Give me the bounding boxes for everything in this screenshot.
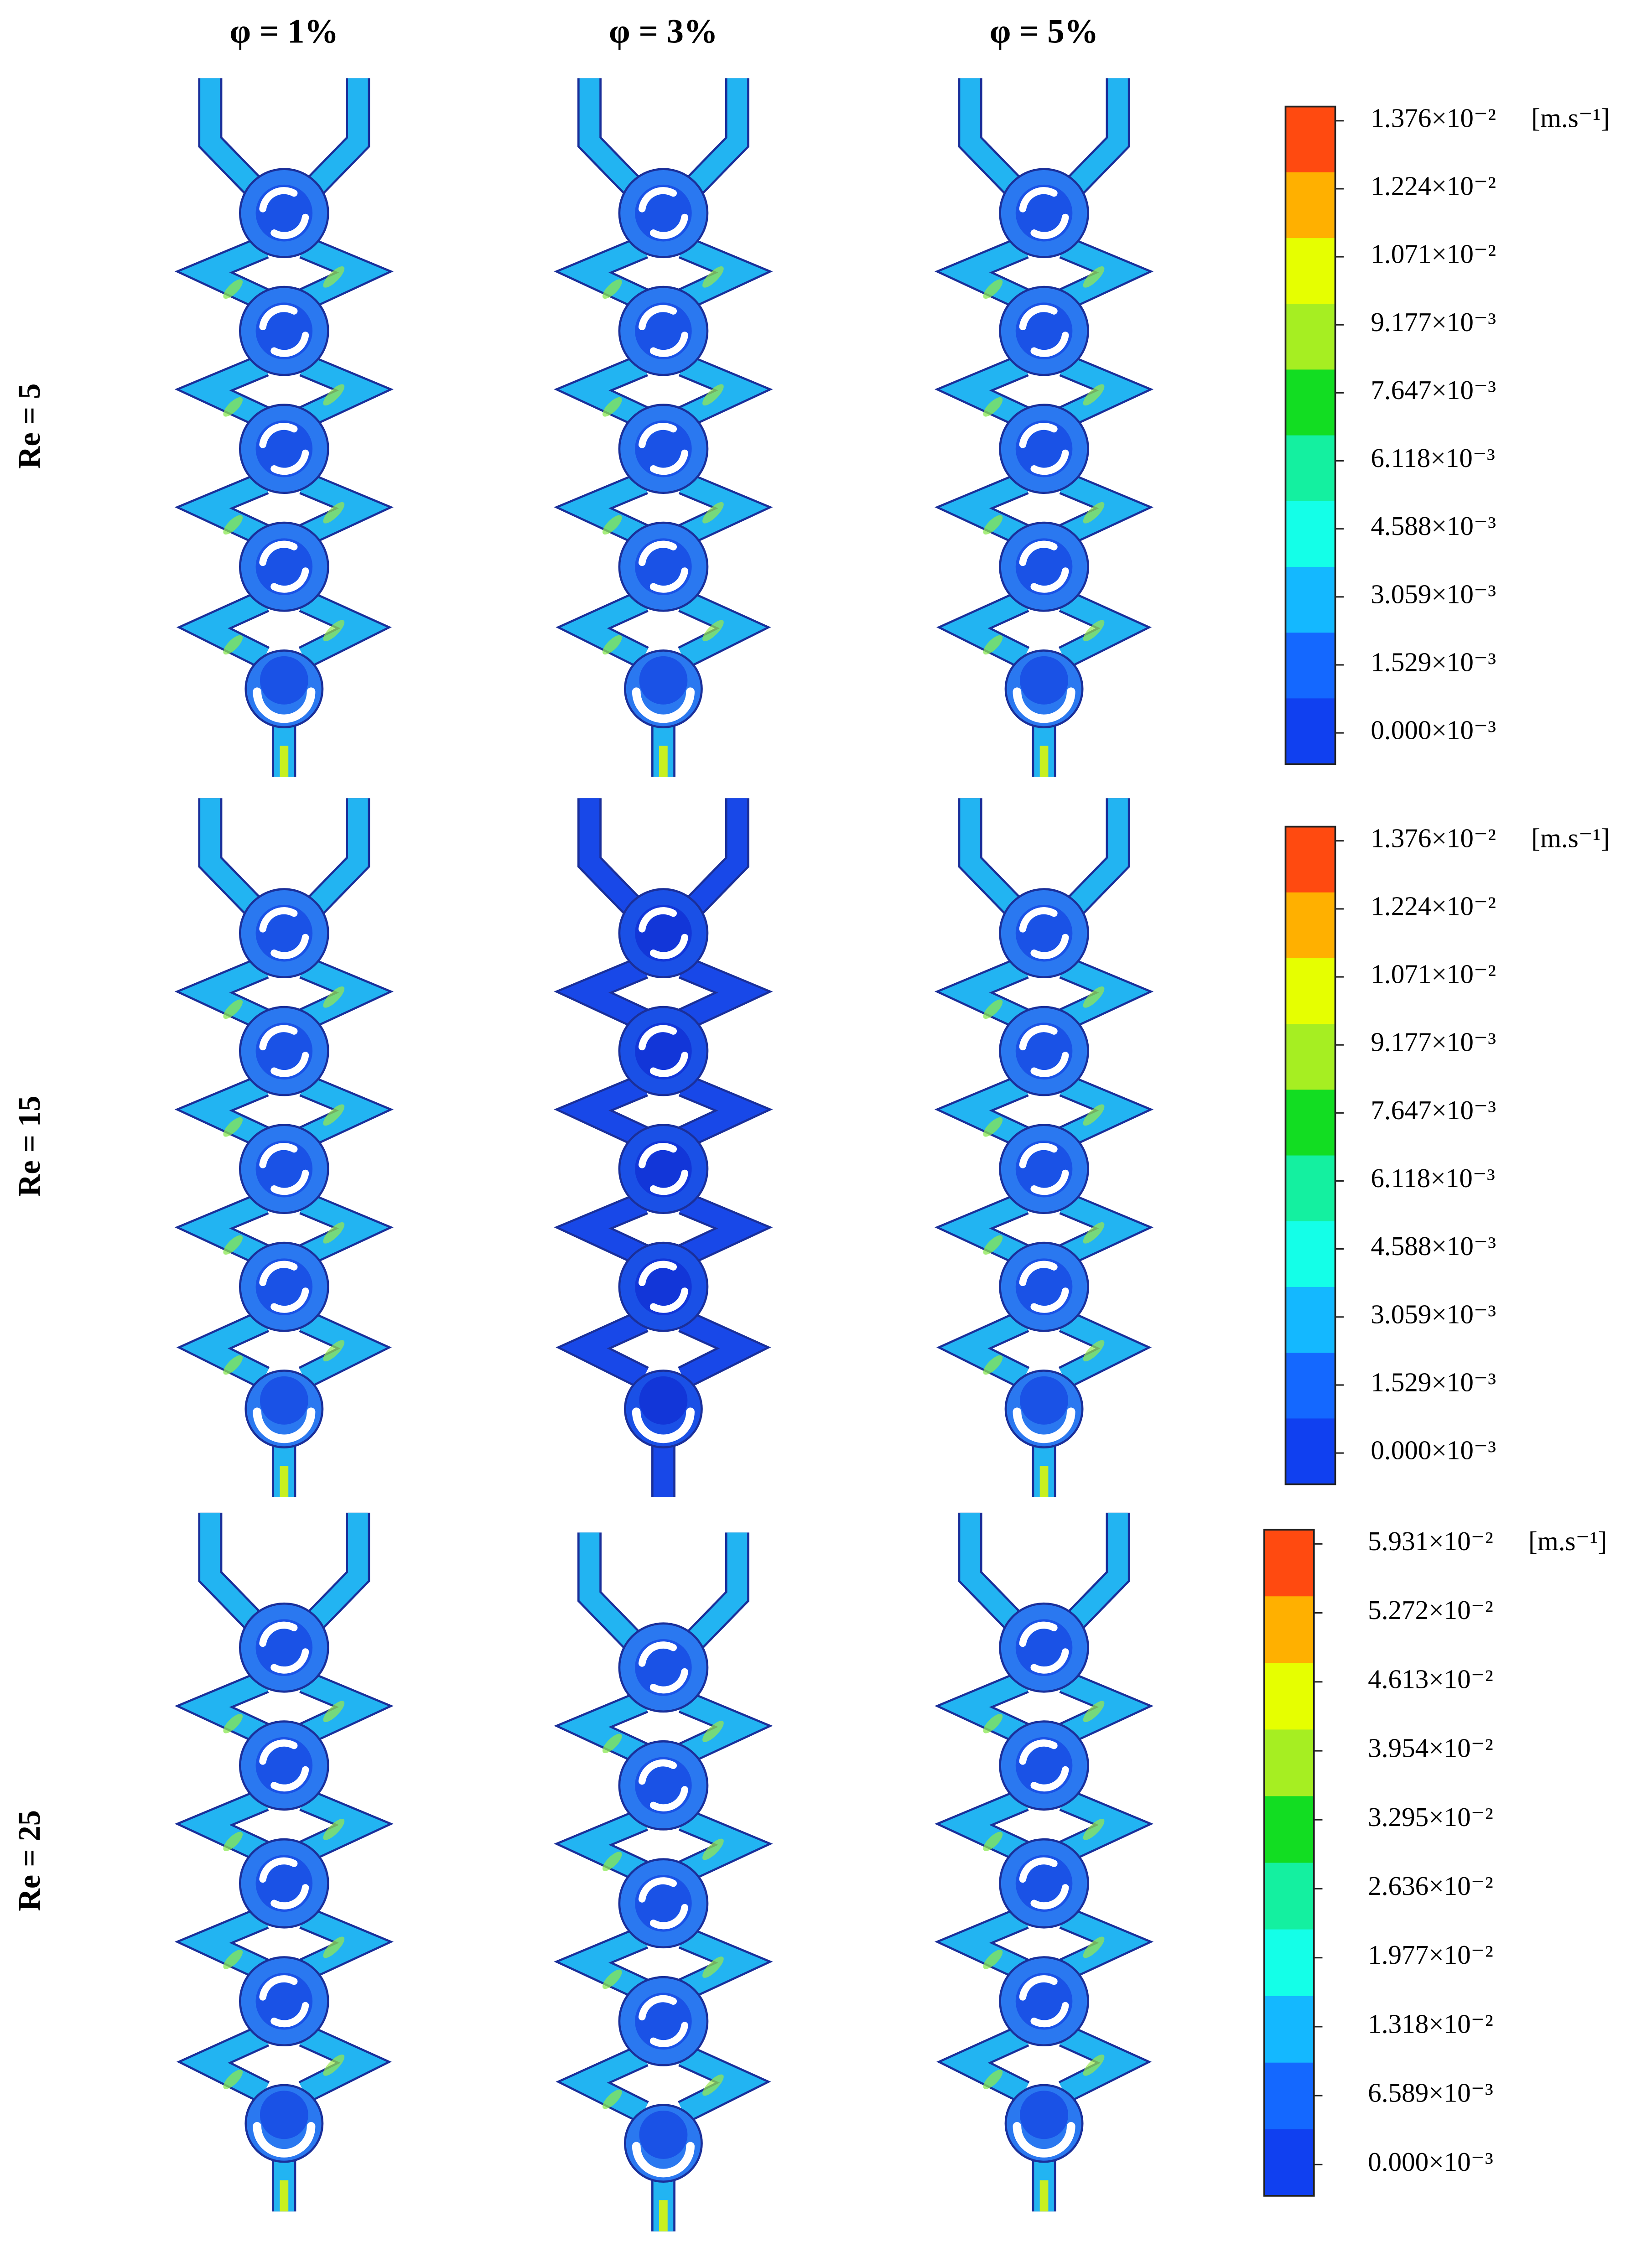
- column-header: φ = 5%: [990, 12, 1099, 50]
- colorbar-band: [1285, 826, 1335, 893]
- micromixer-contour: [965, 78, 1124, 777]
- colorbar-band: [1264, 1996, 1314, 2064]
- colorbar-band: [1264, 1596, 1314, 1664]
- row-label: Re = 5: [12, 384, 47, 469]
- colorbar-label: 3.059×10⁻³: [1371, 579, 1496, 609]
- colorbar-band: [1264, 1796, 1314, 1864]
- colorbar-frame: [1284, 825, 1336, 1485]
- micromixer-contour: [584, 78, 743, 777]
- colorbar-band: [1285, 1024, 1335, 1090]
- colorbar-band: [1285, 238, 1335, 305]
- colorbar-label: 1.071×10⁻²: [1371, 959, 1496, 989]
- colorbar-label: 6.118×10⁻³: [1371, 443, 1495, 473]
- colorbar-band: [1285, 892, 1335, 959]
- colorbar-label: 3.059×10⁻³: [1371, 1299, 1496, 1329]
- colorbar-band: [1285, 1418, 1335, 1485]
- colorbar-band: [1264, 1929, 1314, 1997]
- column-header: φ = 1%: [230, 12, 339, 50]
- colorbar-unit: [m.s⁻¹]: [1531, 823, 1610, 853]
- micromixer-contour: [584, 1532, 743, 2231]
- colorbar-label: 7.647×10⁻³: [1371, 375, 1496, 405]
- micromixer-contour: [204, 78, 364, 777]
- colorbar-label: 0.000×10⁻³: [1371, 1435, 1496, 1465]
- colorbar-label: 1.224×10⁻²: [1371, 171, 1496, 201]
- colorbar-label: 1.318×10⁻²: [1368, 2008, 1493, 2039]
- colorbar-band: [1285, 304, 1335, 370]
- colorbar-label: 0.000×10⁻³: [1368, 2147, 1493, 2177]
- colorbar-label: 5.931×10⁻²: [1368, 1526, 1493, 1556]
- colorbar-label: 9.177×10⁻³: [1371, 307, 1496, 337]
- colorbar-label: 5.272×10⁻²: [1368, 1595, 1493, 1625]
- colorbar-label: 0.000×10⁻³: [1371, 715, 1496, 745]
- micromixer-contour: [965, 1513, 1124, 2211]
- colorbar-label: 1.376×10⁻²: [1371, 823, 1496, 853]
- row-label: Re = 15: [12, 1096, 47, 1197]
- colorbar-band: [1285, 501, 1335, 568]
- colorbar-band: [1285, 106, 1335, 173]
- colorbar-band: [1285, 633, 1335, 699]
- colorbar-unit: [m.s⁻¹]: [1531, 103, 1610, 133]
- colorbar-band: [1264, 2129, 1314, 2197]
- micromixer-contour: [965, 798, 1124, 1497]
- colorbar-label: 1.529×10⁻³: [1371, 647, 1496, 677]
- colorbar-band: [1285, 958, 1335, 1025]
- colorbar-band: [1264, 2062, 1314, 2130]
- colorbar-band: [1285, 1353, 1335, 1419]
- colorbar-band: [1264, 1863, 1314, 1930]
- colorbar-label: 1.529×10⁻³: [1371, 1367, 1496, 1397]
- colorbar-band: [1285, 1090, 1335, 1157]
- micromixer-contour: [584, 798, 743, 1497]
- micromixer-contour: [204, 798, 364, 1497]
- micromixer-contour: [204, 1513, 364, 2211]
- colorbar-frame: [1263, 1529, 1315, 2197]
- colorbar-label: 9.177×10⁻³: [1371, 1027, 1496, 1057]
- colorbar-band: [1285, 1221, 1335, 1288]
- colorbar-band: [1285, 566, 1335, 633]
- colorbar-band: [1285, 172, 1335, 239]
- colorbar-unit: [m.s⁻¹]: [1528, 1526, 1607, 1556]
- colorbar-band: [1264, 1729, 1314, 1797]
- colorbar-band: [1285, 698, 1335, 765]
- colorbar-label: 6.589×10⁻³: [1368, 2078, 1493, 2108]
- colorbar-band: [1285, 369, 1335, 436]
- colorbar-label: 1.977×10⁻²: [1368, 1940, 1493, 1970]
- colorbar-label: 4.588×10⁻³: [1371, 511, 1496, 541]
- row-label: Re = 25: [12, 1810, 47, 1911]
- colorbar-frame: [1284, 105, 1336, 765]
- colorbar-label: 2.636×10⁻²: [1368, 1871, 1493, 1901]
- colorbar-label: 4.613×10⁻²: [1368, 1664, 1493, 1694]
- colorbar-label: 3.954×10⁻²: [1368, 1733, 1493, 1763]
- colorbar-band: [1264, 1530, 1314, 1597]
- colorbar-band: [1264, 1663, 1314, 1730]
- colorbar-band: [1285, 1155, 1335, 1222]
- colorbar-label: 1.071×10⁻²: [1371, 239, 1496, 269]
- colorbar-label: 4.588×10⁻³: [1371, 1231, 1496, 1261]
- colorbar-label: 6.118×10⁻³: [1371, 1163, 1495, 1193]
- colorbar-band: [1285, 435, 1335, 502]
- colorbar-label: 7.647×10⁻³: [1371, 1095, 1496, 1125]
- colorbar-label: 1.376×10⁻²: [1371, 103, 1496, 133]
- colorbar-band: [1285, 1287, 1335, 1354]
- column-header: φ = 3%: [609, 12, 718, 50]
- colorbar-label: 1.224×10⁻²: [1371, 891, 1496, 921]
- colorbar-label: 3.295×10⁻²: [1368, 1802, 1493, 1832]
